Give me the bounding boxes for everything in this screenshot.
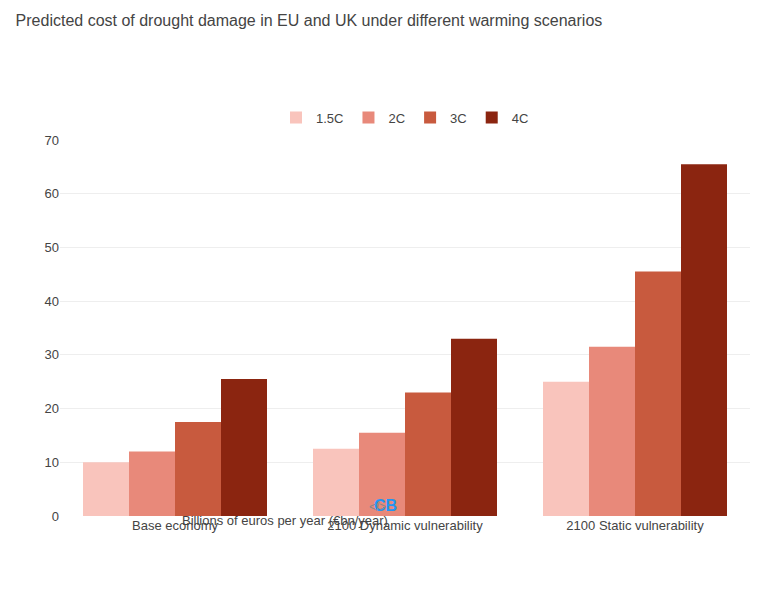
svg-text:2100 Dynamic vulnerability: 2100 Dynamic vulnerability (327, 518, 483, 533)
svg-text:2100 Static vulnerability: 2100 Static vulnerability (566, 518, 704, 533)
svg-text:Predicted cost of drought dama: Predicted cost of drought damage in EU a… (16, 12, 603, 29)
svg-text:10: 10 (45, 455, 59, 470)
svg-text:70: 70 (45, 133, 59, 148)
svg-text:50: 50 (45, 240, 59, 255)
svg-text:20: 20 (45, 401, 59, 416)
svg-text:0: 0 (52, 509, 59, 524)
svg-text:4C: 4C (512, 111, 529, 126)
svg-text:60: 60 (45, 186, 59, 201)
svg-text:1.5C: 1.5C (316, 111, 343, 126)
svg-text:</>: </> (369, 500, 386, 514)
svg-text:Billions of euros per year (€b: Billions of euros per year (€bn/year) (182, 513, 388, 528)
svg-text:40: 40 (45, 294, 59, 309)
svg-text:30: 30 (45, 347, 59, 362)
svg-text:2C: 2C (388, 111, 405, 126)
svg-text:Base economy: Base economy (132, 518, 218, 533)
svg-text:CB: CB (374, 497, 397, 514)
svg-text:3C: 3C (450, 111, 467, 126)
